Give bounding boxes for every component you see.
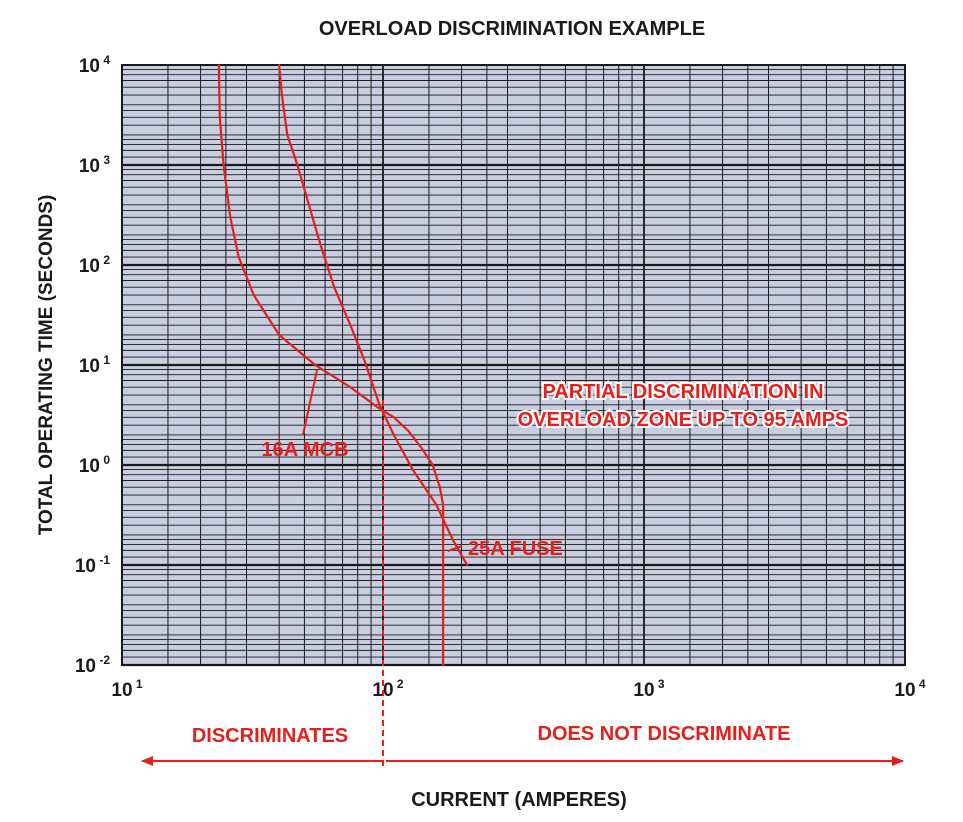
series-line-fuse [278, 63, 469, 567]
plot-frame [121, 64, 906, 666]
x-tick-label: 10 3 [633, 677, 664, 701]
y-tick-base: 10 [75, 556, 96, 577]
y-tick-exponent: 3 [100, 153, 110, 167]
y-tick-label: 10 2 [79, 253, 110, 277]
y-tick-base: 10 [79, 156, 100, 177]
x-tick-exponent: 4 [916, 677, 926, 691]
series-line-mcb [217, 63, 445, 667]
x-axis-label: CURRENT (AMPERES) [411, 789, 627, 811]
mcb-leader-line [302, 369, 318, 436]
x-tick-base: 10 [633, 680, 654, 701]
fuse-leader-line [447, 545, 463, 552]
y-tick-label: 10 3 [79, 153, 110, 177]
x-tick-base: 10 [111, 680, 132, 701]
x-tick-exponent: 2 [394, 677, 404, 691]
y-tick-exponent: -2 [96, 653, 110, 667]
x-tick-exponent: 1 [133, 677, 143, 691]
discriminates-label: DISCRIMINATES [192, 725, 348, 747]
y-tick-exponent: 4 [100, 53, 110, 67]
grid-lines [121, 65, 905, 667]
y-tick-exponent: -1 [96, 553, 110, 567]
y-tick-base: 10 [79, 256, 100, 277]
y-tick-base: 10 [79, 356, 100, 377]
fuse-label: 25A FUSE [468, 538, 563, 560]
y-tick-exponent: 1 [100, 353, 110, 367]
partial-discrimination-line2: OVERLOAD ZONE UP TO 95 AMPS [518, 409, 849, 431]
y-tick-label: 10 -2 [75, 653, 110, 677]
y-axis-label: TOTAL OPERATING TIME (SECONDS) [36, 195, 57, 536]
y-tick-exponent: 2 [100, 253, 110, 267]
mcb-label: 16A MCB [261, 439, 348, 461]
x-tick-exponent: 3 [655, 677, 665, 691]
y-tick-label: 10 0 [79, 453, 110, 477]
y-tick-label: 10 4 [79, 53, 110, 77]
y-tick-base: 10 [79, 56, 100, 77]
x-tick-label: 10 1 [111, 677, 142, 701]
partial-discrimination-line1: PARTIAL DISCRIMINATION IN [542, 381, 823, 403]
y-tick-base: 10 [79, 456, 100, 477]
y-tick-labels: 10 410 310 210 110 010 -110 -2 [75, 53, 110, 677]
series-lines [217, 63, 469, 667]
chart-title: OVERLOAD DISCRIMINATION EXAMPLE [319, 18, 705, 40]
x-tick-labels: 10 1 10 2 10 3 10 4 [111, 677, 925, 701]
y-tick-label: 10 1 [79, 353, 110, 377]
does-not-discriminate-label: DOES NOT DISCRIMINATE [538, 723, 791, 745]
x-tick-base: 10 [894, 680, 915, 701]
x-tick-label: 10 4 [894, 677, 925, 701]
x-tick-label: 10 2 [372, 677, 403, 701]
y-tick-label: 10 -1 [75, 553, 110, 577]
y-tick-base: 10 [75, 656, 96, 677]
y-tick-exponent: 0 [100, 453, 110, 467]
